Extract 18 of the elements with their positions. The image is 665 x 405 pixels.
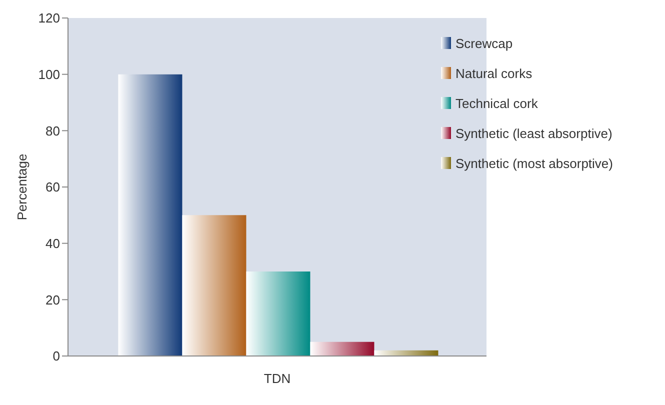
y-tick-label: 100 bbox=[38, 66, 60, 82]
y-tick-label: 0 bbox=[52, 348, 60, 364]
y-tick-label: 20 bbox=[46, 292, 60, 308]
bar bbox=[246, 272, 310, 356]
legend-label: Synthetic (least absorptive) bbox=[455, 126, 612, 140]
legend-label: Synthetic (most absorptive) bbox=[455, 156, 613, 170]
legend-label: Technical cork bbox=[455, 96, 538, 110]
y-tick-label: 80 bbox=[46, 123, 60, 138]
y-tick-label: 120 bbox=[38, 10, 60, 26]
bar bbox=[310, 342, 374, 356]
y-axis-title: Percentage bbox=[14, 154, 30, 220]
y-tick-label: 60 bbox=[46, 180, 60, 195]
legend-label: Natural corks bbox=[455, 66, 532, 80]
x-tick-label: TDN bbox=[264, 371, 291, 386]
bar bbox=[182, 215, 246, 356]
y-tick-label: 40 bbox=[46, 236, 60, 251]
bar bbox=[118, 74, 182, 356]
legend-label: Screwcap bbox=[455, 36, 513, 50]
